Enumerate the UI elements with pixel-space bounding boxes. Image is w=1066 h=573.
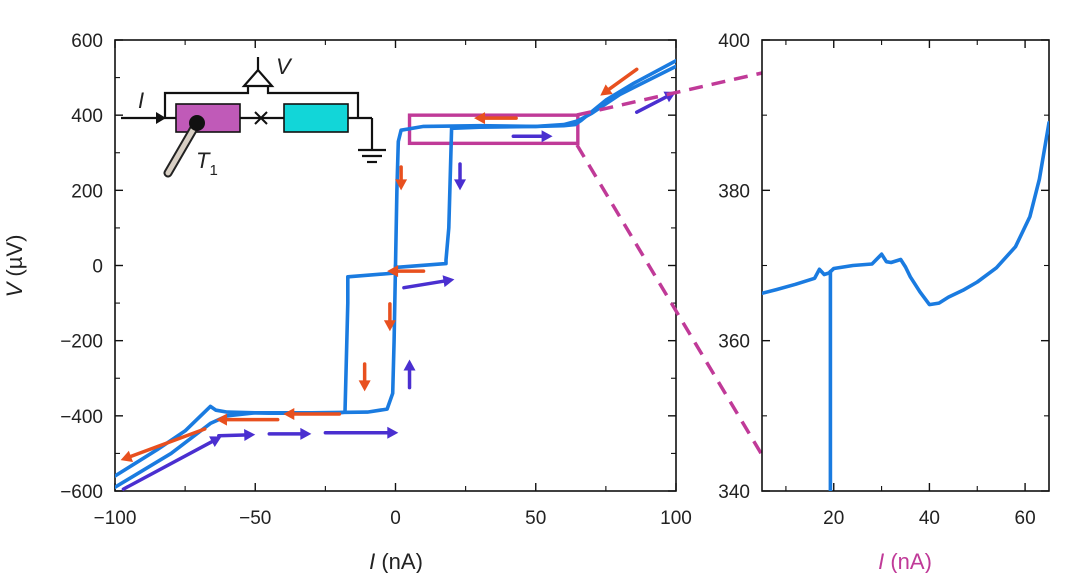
y-tick-label: 200 bbox=[71, 181, 103, 202]
voltmeter-icon bbox=[241, 68, 275, 88]
x-tick-label: −50 bbox=[239, 508, 271, 529]
y-tick-label: 400 bbox=[71, 106, 103, 127]
sweep-down-arrow bbox=[358, 362, 371, 392]
zoom-chart: 20 40 60 340 360 380 400 I (nA) bbox=[718, 31, 1050, 573]
main-y-label: V (µV) bbox=[2, 235, 27, 298]
current-label: I bbox=[138, 88, 144, 113]
junction-cross-icon bbox=[254, 111, 268, 125]
main-chart: −100 −50 0 50 100 −600 −400 −200 0 200 400 600 bbox=[2, 31, 692, 573]
y-tick-label: −400 bbox=[60, 407, 103, 428]
zoom-connector-bottom bbox=[575, 144, 764, 456]
sweep-down-arrow bbox=[395, 165, 408, 191]
x-tick-label: 40 bbox=[919, 508, 940, 529]
series-line-0 bbox=[762, 120, 1049, 307]
x-tick-label: 20 bbox=[823, 508, 844, 529]
x-tick-label: 60 bbox=[1015, 508, 1036, 529]
y-tick-label: 380 bbox=[718, 181, 750, 202]
sweep-down-arrow bbox=[120, 427, 207, 462]
left-block bbox=[175, 103, 241, 133]
y-tick-label: 340 bbox=[718, 482, 750, 503]
x-tick-label: 50 bbox=[525, 508, 546, 529]
sweep-down-arrow bbox=[383, 302, 396, 332]
sweep-up-arrow bbox=[267, 427, 312, 440]
zoom-connector-top bbox=[576, 71, 763, 117]
zoom-axes: 20 40 60 340 360 380 400 bbox=[718, 31, 1050, 529]
sweep-down-arrow bbox=[474, 112, 518, 125]
zoom-connectors bbox=[575, 71, 764, 456]
sweep-down-arrow bbox=[387, 265, 426, 278]
y-tick-label: 0 bbox=[92, 257, 103, 278]
voltmeter-wire-left bbox=[163, 84, 250, 118]
sweep-up-arrow bbox=[511, 130, 553, 143]
y-tick-label: 600 bbox=[71, 31, 103, 52]
series-line-up bbox=[115, 58, 676, 489]
main-axes: −100 −50 0 50 100 −600 −400 −200 0 200 400 600 bbox=[60, 31, 692, 529]
x-tick-label: −100 bbox=[94, 508, 137, 529]
sweep-up-arrow bbox=[402, 275, 455, 290]
sweep-arrows bbox=[120, 67, 676, 491]
sweep-down-arrow bbox=[600, 67, 639, 96]
y-tick-label: −600 bbox=[60, 482, 103, 503]
zoom-series bbox=[762, 120, 1049, 491]
circuit-inset bbox=[121, 57, 386, 178]
sweep-up-arrow bbox=[217, 428, 256, 441]
y-tick-label: 360 bbox=[718, 332, 750, 353]
y-tick-label: −200 bbox=[60, 332, 103, 353]
voltmeter-wire-right bbox=[266, 84, 360, 118]
sweep-up-arrow bbox=[121, 436, 222, 491]
x-tick-label: 0 bbox=[390, 508, 401, 529]
thermometer-label: T1 bbox=[196, 148, 218, 179]
sweep-up-arrow bbox=[323, 426, 399, 439]
sweep-up-arrow bbox=[403, 359, 416, 390]
sweep-up-arrow bbox=[454, 162, 467, 191]
x-tick-label: 100 bbox=[660, 508, 692, 529]
thermometer-icon bbox=[163, 115, 205, 178]
main-x-label: I (nA) bbox=[369, 549, 423, 573]
y-tick-label: 400 bbox=[718, 31, 750, 52]
voltage-label: V bbox=[276, 54, 293, 79]
sweep-down-arrow bbox=[283, 407, 342, 420]
ground-icon bbox=[358, 148, 386, 164]
right-block bbox=[283, 103, 349, 133]
zoom-x-label: I (nA) bbox=[878, 549, 932, 573]
current-arrowhead bbox=[156, 112, 166, 124]
sweep-down-arrow bbox=[215, 413, 280, 426]
